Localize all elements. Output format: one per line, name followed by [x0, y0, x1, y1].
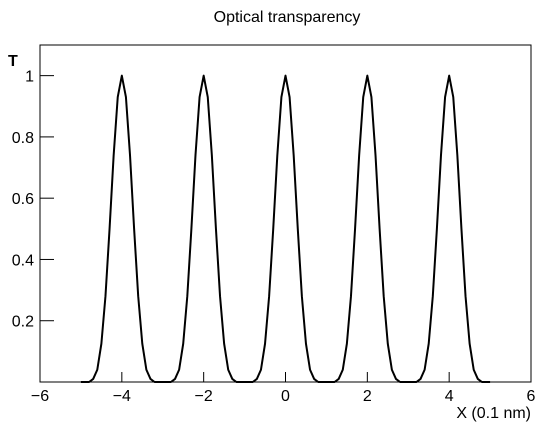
- chart-title: Optical transparency: [214, 9, 361, 26]
- x-axis-label: X (0.1 nm): [456, 405, 531, 422]
- y-tick-label: 0.4: [12, 252, 34, 269]
- y-tick-label: 0.8: [12, 130, 34, 147]
- data-line: [80, 74, 491, 383]
- y-tick-label: 0.2: [12, 314, 34, 331]
- x-tick-label: −6: [31, 388, 49, 405]
- x-tick-label: 0: [281, 388, 290, 405]
- x-tick-label: −2: [195, 388, 213, 405]
- y-tick-label: 0.6: [12, 191, 34, 208]
- y-tick-label: 1: [25, 69, 34, 86]
- x-tick-label: 4: [445, 388, 454, 405]
- x-tick-label: 6: [527, 388, 536, 405]
- x-tick-label: −4: [113, 388, 131, 405]
- y-axis-label: T: [8, 53, 18, 70]
- x-tick-label: 2: [363, 388, 372, 405]
- plot-frame: [39, 44, 532, 383]
